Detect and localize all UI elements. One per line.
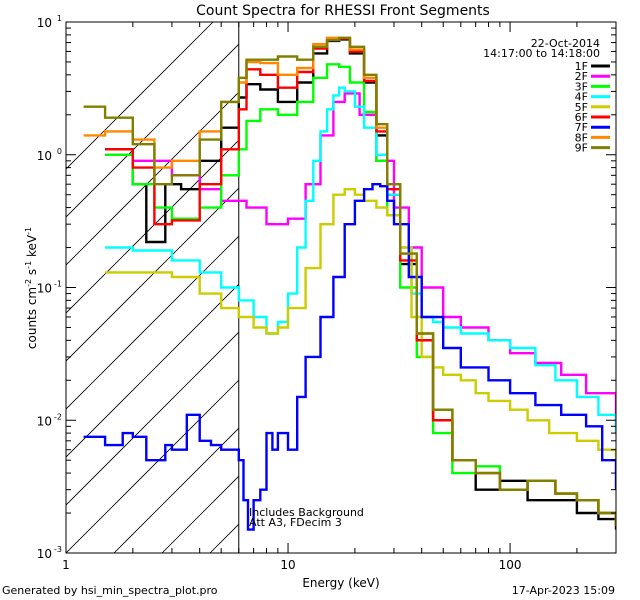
series-8F bbox=[83, 36, 616, 526]
hatch-line bbox=[498, 0, 640, 553]
y-tick-exponent: -3 bbox=[54, 545, 62, 554]
y-tick-exponent: -1 bbox=[54, 280, 62, 289]
date-label: 22-Oct-2014 bbox=[531, 37, 600, 50]
y-tick-label: 10 bbox=[37, 149, 52, 163]
series-4F bbox=[105, 86, 616, 434]
hatch-line bbox=[113, 427, 239, 553]
legend-label-4F: 4F bbox=[575, 91, 588, 104]
y-tick-label: 10 bbox=[37, 16, 52, 30]
y-tick-exponent: 1 bbox=[57, 14, 62, 23]
annotation-attenuator: Att A3, FDecim 3 bbox=[249, 516, 342, 529]
annotation-background: Includes Background bbox=[249, 506, 364, 519]
hatch-line bbox=[66, 22, 214, 170]
series-5F bbox=[105, 188, 616, 461]
hatch-line bbox=[66, 43, 239, 218]
footer-generated-by: Generated by hsi_min_spectra_plot.pro bbox=[2, 584, 218, 597]
y-tick-label: 10 bbox=[37, 414, 52, 428]
x-tick-label: 1 bbox=[62, 558, 70, 572]
chart-title: Count Spectra for RHESSI Front Segments bbox=[196, 3, 490, 19]
series-3F bbox=[105, 63, 616, 526]
hatch-line bbox=[66, 91, 239, 266]
energy-threshold-hatch bbox=[66, 0, 640, 553]
hatch-line bbox=[402, 0, 640, 553]
legend-label-9F: 9F bbox=[575, 142, 588, 155]
hatch-line bbox=[66, 139, 239, 314]
hatch-line bbox=[450, 0, 640, 553]
time-range-label: 14:17:00 to 14:18:00 bbox=[483, 47, 600, 60]
hatch-line bbox=[66, 283, 239, 458]
y-tick-label: 10 bbox=[37, 282, 52, 296]
legend-label-6F: 6F bbox=[575, 111, 588, 124]
spectra-series bbox=[83, 36, 616, 531]
legend-label-1F: 1F bbox=[575, 60, 588, 73]
series-9F bbox=[83, 36, 616, 526]
y-tick-exponent: 0 bbox=[57, 147, 62, 156]
hatch-line bbox=[66, 187, 239, 362]
x-axis-label: Energy (keV) bbox=[302, 576, 379, 590]
y-tick-label: 10 bbox=[37, 547, 52, 561]
x-tick-label: 10 bbox=[280, 558, 295, 572]
legend-label-2F: 2F bbox=[575, 70, 588, 83]
x-tick-label: 100 bbox=[499, 558, 522, 572]
legend-label-5F: 5F bbox=[575, 101, 588, 114]
y-axis-label: counts cm-2 s-1 keV-1 bbox=[24, 227, 39, 349]
hatch-line bbox=[354, 0, 640, 553]
series-7F bbox=[83, 183, 616, 531]
hatch-line bbox=[66, 235, 239, 410]
hatch-line bbox=[66, 331, 239, 506]
hatch-line bbox=[594, 0, 640, 553]
footer-timestamp: 17-Apr-2023 15:09 bbox=[512, 584, 615, 597]
y-tick-exponent: -2 bbox=[54, 412, 62, 421]
legend-label-7F: 7F bbox=[575, 121, 588, 134]
legend-label-3F: 3F bbox=[575, 80, 588, 93]
hatch-line bbox=[546, 0, 640, 553]
legend-label-8F: 8F bbox=[575, 131, 588, 144]
